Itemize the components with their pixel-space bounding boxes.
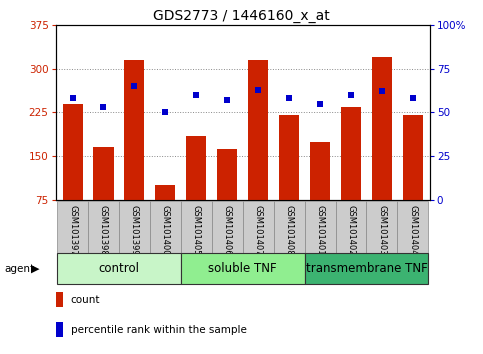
Bar [310,142,330,244]
Text: agent: agent [5,264,35,274]
Point [69,96,76,101]
Text: GSM101405: GSM101405 [192,205,201,255]
Bar [181,253,305,284]
Text: ▶: ▶ [31,264,40,274]
Text: GSM101398: GSM101398 [99,205,108,256]
Bar [62,104,83,244]
Bar [156,185,175,244]
Text: GSM101407: GSM101407 [254,205,263,256]
Bar [248,60,268,244]
Text: GSM101401: GSM101401 [315,205,325,255]
Text: GSM101404: GSM101404 [408,205,417,255]
Text: GSM101408: GSM101408 [284,205,294,256]
Bar [56,292,63,307]
Bar [57,253,181,284]
Bar [119,201,150,253]
Text: GSM101402: GSM101402 [346,205,355,255]
Bar [181,201,212,253]
Text: GSM101403: GSM101403 [377,205,386,256]
Bar [242,201,274,253]
Point [285,96,293,101]
Bar [186,136,206,244]
Point [255,87,262,92]
Point [316,101,324,107]
Text: count: count [71,295,100,304]
Bar [367,201,398,253]
Point [161,110,169,115]
Bar [56,322,63,337]
Text: GSM101399: GSM101399 [130,205,139,256]
Bar [212,201,242,253]
Point [409,96,417,101]
Bar [57,201,88,253]
Text: soluble TNF: soluble TNF [208,262,277,275]
Bar [93,147,114,244]
Text: GSM101400: GSM101400 [161,205,170,255]
Bar [305,253,428,284]
Point [378,88,386,94]
Bar [274,201,305,253]
Point [223,97,231,103]
Text: percentile rank within the sample: percentile rank within the sample [71,325,246,335]
Bar [336,201,367,253]
Bar [279,115,299,244]
Point [99,104,107,110]
Bar [398,201,428,253]
Text: GSM101406: GSM101406 [223,205,232,256]
Point [347,92,355,98]
Text: GSM101397: GSM101397 [68,205,77,256]
Text: transmembrane TNF: transmembrane TNF [306,262,427,275]
Bar [125,60,144,244]
Bar [88,201,119,253]
Bar [150,201,181,253]
Bar [217,149,237,244]
Point [130,83,138,89]
Bar [403,115,423,244]
Point [192,92,200,98]
Bar [372,57,392,244]
Text: control: control [99,262,140,275]
Text: GDS2773 / 1446160_x_at: GDS2773 / 1446160_x_at [153,9,330,23]
Bar [305,201,336,253]
Bar [341,107,361,244]
